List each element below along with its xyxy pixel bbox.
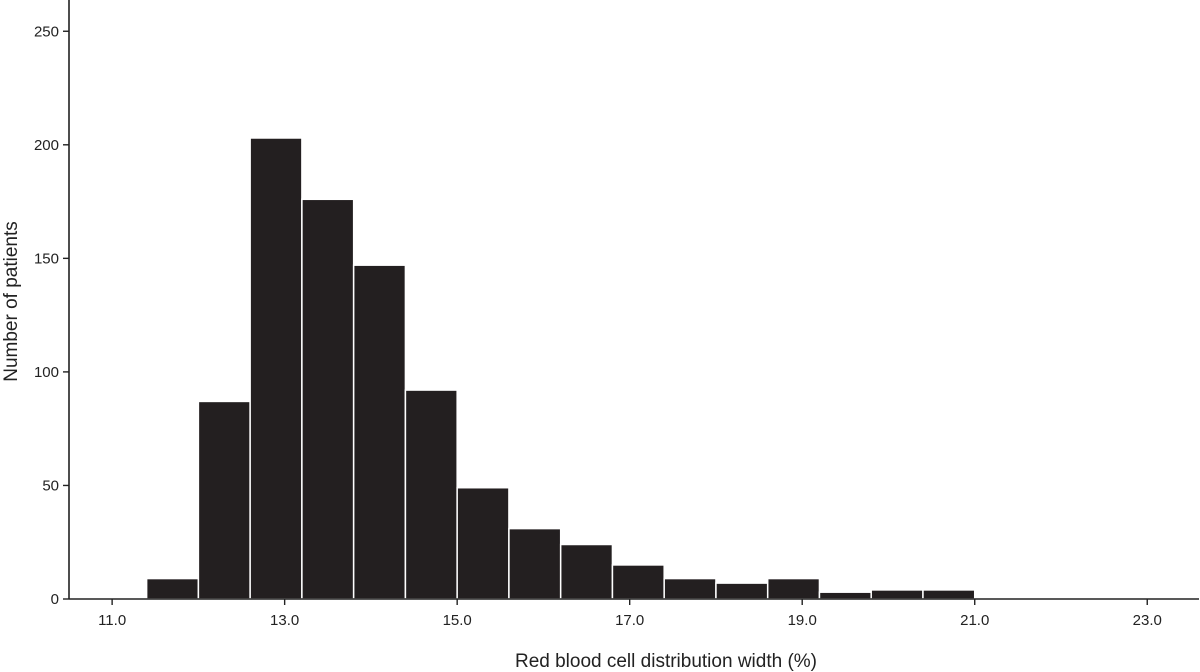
histogram-bar-5 xyxy=(352,264,407,600)
y-tick-label-0: 0 xyxy=(51,591,59,608)
x-tick-label-6: 23.0 xyxy=(1133,612,1162,629)
y-tick-label-5: 250 xyxy=(34,23,59,40)
histogram-bar-16 xyxy=(922,589,976,600)
x-axis-ticks: 11.0 13.0 15.0 17.0 19.0 21.0 23.0 xyxy=(98,599,1162,629)
histogram-bar-8 xyxy=(508,527,562,600)
y-tick-label-2: 100 xyxy=(34,364,59,381)
histogram-bar-10 xyxy=(611,564,665,600)
histogram-bar-13 xyxy=(766,577,821,600)
x-axis-label: Red blood cell distribution width (%) xyxy=(515,651,817,672)
histogram-bar-4 xyxy=(301,198,355,600)
x-tick-label-5: 21.0 xyxy=(960,612,989,629)
bars-group xyxy=(145,137,976,600)
histogram-bar-7 xyxy=(456,486,510,600)
y-tick-label-3: 150 xyxy=(34,250,59,267)
x-tick-label-1: 13.0 xyxy=(270,612,299,629)
histogram-bar-14 xyxy=(818,591,872,600)
histogram-bar-3 xyxy=(249,137,303,600)
histogram-bar-15 xyxy=(870,589,924,600)
y-tick-label-4: 200 xyxy=(34,137,59,154)
y-tick-label-1: 50 xyxy=(42,477,59,494)
x-tick-label-3: 17.0 xyxy=(615,612,644,629)
histogram-bar-1 xyxy=(145,577,200,600)
x-tick-label-2: 15.0 xyxy=(443,612,472,629)
histogram-bar-2 xyxy=(197,400,251,600)
histogram-bar-9 xyxy=(559,543,614,600)
histogram-bar-12 xyxy=(715,582,769,600)
histogram-bar-11 xyxy=(663,577,717,600)
x-tick-label-0: 11.0 xyxy=(98,612,126,629)
histogram-bar-6 xyxy=(404,389,458,600)
y-axis-label: Number of patients xyxy=(1,221,22,382)
x-tick-label-4: 19.0 xyxy=(788,612,817,629)
y-axis-ticks: 0 50 100 150 200 250 xyxy=(34,23,69,608)
